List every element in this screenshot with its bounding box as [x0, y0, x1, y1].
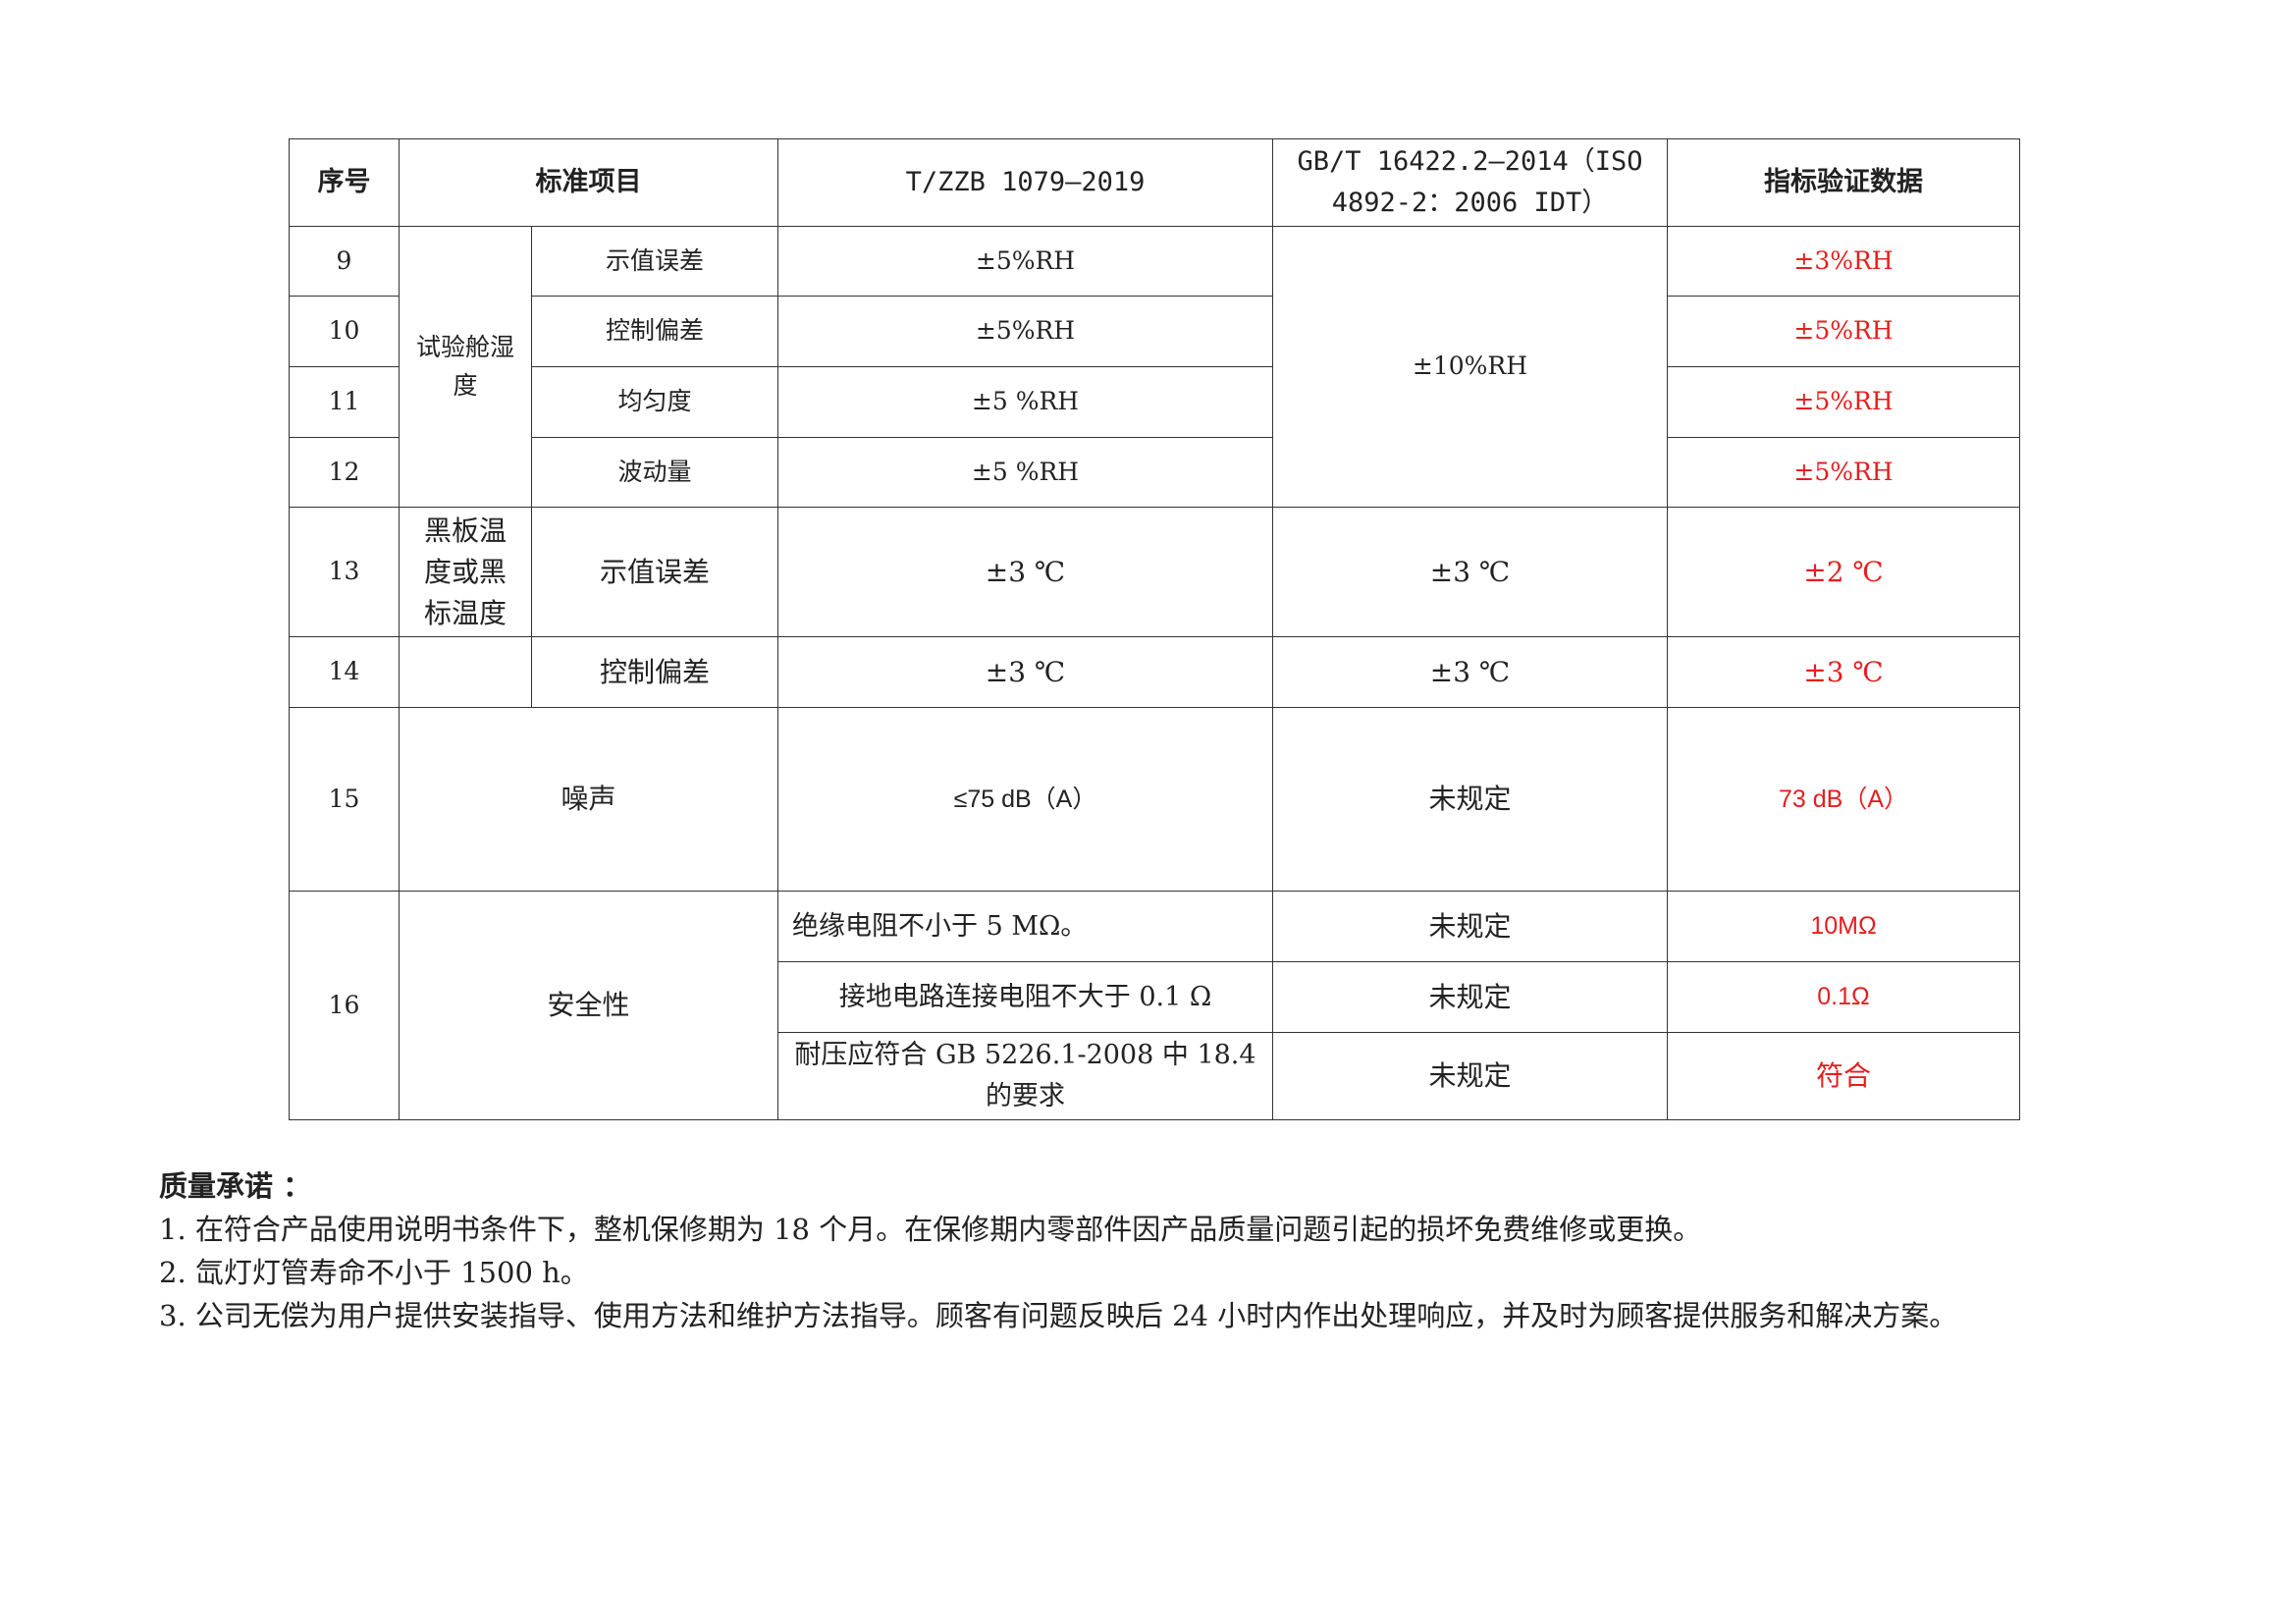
- table-row: 接地电路连接电阻不大于 0.1 Ω 未规定 0.1Ω: [290, 961, 2020, 1033]
- row-tzzb: ±3 ℃: [777, 636, 1273, 708]
- row-verify: 0.1Ω: [1667, 961, 2020, 1033]
- row-gb: 未规定: [1272, 1032, 1668, 1120]
- row-no: 9: [289, 226, 400, 297]
- table-row: 15 噪声 ≤75 dB（A） 未规定 73 dB（A）: [289, 707, 2020, 892]
- row-verify: ±3 ℃: [1667, 636, 2020, 708]
- row-item: 示值误差: [531, 507, 778, 637]
- row-gb: ±3 ℃: [1272, 636, 1668, 708]
- row-verify: 73 dB（A）: [1667, 707, 2020, 892]
- table-row: 12 波动量 ±5 %RH ±5%RH: [289, 437, 2020, 508]
- row-item: 噪声: [399, 707, 778, 892]
- row-verify: 10MΩ: [1667, 891, 2020, 962]
- row-gb: 未规定: [1272, 707, 1668, 892]
- notes-title: 质量承诺 ：: [159, 1169, 312, 1203]
- note-item: 1. 在符合产品使用说明书条件下，整机保修期为 18 个月。在保修期内零部件因产…: [159, 1213, 1702, 1246]
- note-item: 3. 公司无偿为用户提供安装指导、使用方法和维护方法指导。顾客有问题反映后 24…: [159, 1299, 1958, 1332]
- row-no: 15: [289, 707, 400, 892]
- row-no: 14: [289, 636, 400, 708]
- table-row: 10 控制偏差 ±5%RH ±5%RH: [289, 296, 2020, 367]
- table-row: 13 黑板温度或黑标温度 示值误差 ±3 ℃ ±3 ℃ ±2 ℃: [289, 507, 2020, 637]
- row-verify: ±5%RH: [1667, 366, 2020, 438]
- row-verify: ±5%RH: [1667, 437, 2020, 508]
- row-verify: ±2 ℃: [1667, 507, 2020, 637]
- row-gb: 未规定: [1272, 891, 1668, 962]
- row-verify: 符合: [1667, 1032, 2020, 1120]
- row-no: 11: [289, 366, 400, 438]
- row-item: 控制偏差: [531, 296, 778, 367]
- row-item: 均匀度: [531, 366, 778, 438]
- row-gb: ±3 ℃: [1272, 507, 1668, 637]
- header-row: 序号 标准项目 T/ZZB 1079—2019 GB/T 16422.2—201…: [289, 138, 2020, 227]
- row-tzzb: ±3 ℃: [777, 507, 1273, 637]
- row-item: 控制偏差: [531, 636, 778, 708]
- header-no: 序号: [289, 138, 400, 227]
- row-no: 13: [289, 507, 400, 637]
- table-row: 11 均匀度 ±5 %RH ±5%RH: [289, 366, 2020, 438]
- header-item: 标准项目: [399, 138, 778, 227]
- row-tzzb: 耐压应符合 GB 5226.1-2008 中 18.4 的要求: [777, 1032, 1273, 1120]
- row-gb: 未规定: [1272, 961, 1668, 1033]
- row-tzzb: ±5 %RH: [777, 366, 1273, 438]
- header-tzzb: T/ZZB 1079—2019: [777, 138, 1273, 227]
- row-no: 16: [289, 891, 400, 1120]
- quality-promise: 质量承诺 ： 1. 在符合产品使用说明书条件下，整机保修期为 18 个月。在保修…: [159, 1164, 2171, 1337]
- row-tzzb: ±5%RH: [777, 226, 1273, 297]
- empty-cell: [399, 636, 532, 708]
- blackboard-group: 黑板温度或黑标温度: [399, 507, 532, 637]
- row-verify: ±3%RH: [1667, 226, 2020, 297]
- row-item: 波动量: [531, 437, 778, 508]
- table-row: 16 安全性 绝缘电阻不小于 5 MΩ。 未规定 10MΩ: [289, 891, 2020, 1120]
- humidity-group: 试验舱湿度: [399, 226, 532, 508]
- spec-table: 序号 标准项目 T/ZZB 1079—2019 GB/T 16422.2—201…: [289, 138, 2020, 1120]
- row-verify: ±5%RH: [1667, 296, 2020, 367]
- note-item: 2. 氙灯灯管寿命不小于 1500 h。: [159, 1256, 589, 1289]
- row-no: 10: [289, 296, 400, 367]
- row-tzzb: 绝缘电阻不小于 5 MΩ。: [777, 891, 1273, 962]
- table-row: 9 试验舱湿度 示值误差 ±5%RH ±10%RH ±3%RH: [289, 226, 2020, 508]
- header-verify: 指标验证数据: [1667, 138, 2020, 227]
- row-item: 安全性: [399, 891, 778, 1120]
- header-gb: GB/T 16422.2—2014（ISO 4892-2：2006 IDT）: [1272, 138, 1668, 227]
- humidity-gb: ±10%RH: [1272, 226, 1668, 508]
- row-tzzb: ±5 %RH: [777, 437, 1273, 508]
- row-item: 示值误差: [531, 226, 778, 297]
- table-row: 耐压应符合 GB 5226.1-2008 中 18.4 的要求 未规定 符合: [290, 1032, 2020, 1120]
- row-no: 12: [289, 437, 400, 508]
- row-tzzb: 接地电路连接电阻不大于 0.1 Ω: [777, 961, 1273, 1033]
- row-tzzb: ≤75 dB（A）: [777, 707, 1273, 892]
- table-row: 14 控制偏差 ±3 ℃ ±3 ℃ ±3 ℃: [289, 636, 2020, 708]
- row-tzzb: ±5%RH: [777, 296, 1273, 367]
